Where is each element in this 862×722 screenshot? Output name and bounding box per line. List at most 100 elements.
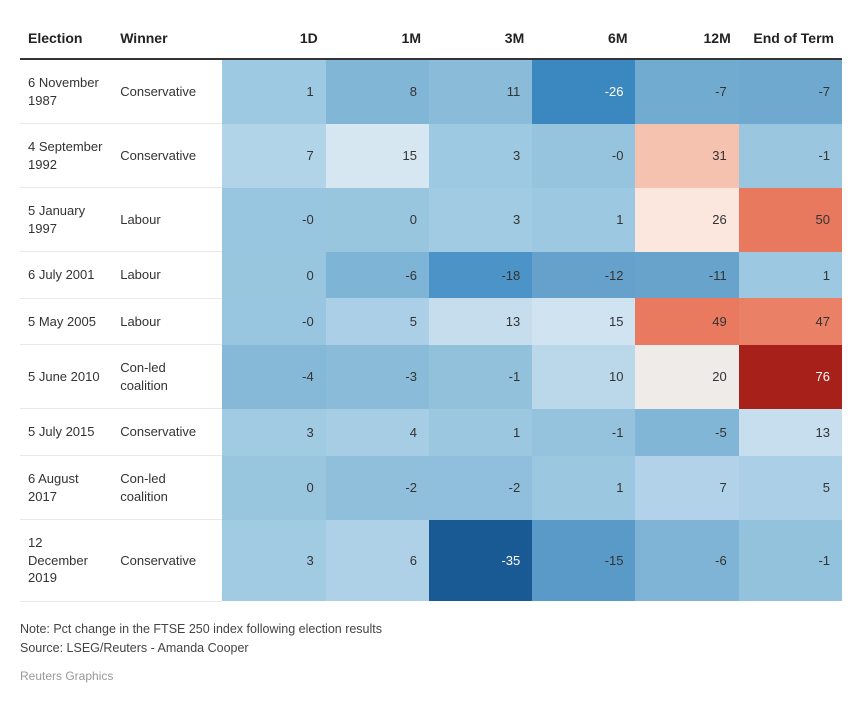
winner-label: Conservative <box>112 409 222 456</box>
election-label: 6 November 1987 <box>20 59 112 124</box>
cell-value: -2 <box>429 466 532 509</box>
cell-value: -3 <box>326 355 429 398</box>
heatmap-cell: -3 <box>326 345 429 409</box>
cell-value: -6 <box>326 254 429 297</box>
heatmap-cell: -11 <box>635 252 738 299</box>
cell-value: -1 <box>532 411 635 454</box>
heatmap-cell: 15 <box>532 298 635 345</box>
heatmap-cell: 13 <box>739 409 842 456</box>
cell-value: -15 <box>532 539 635 582</box>
cell-value: 26 <box>635 198 738 241</box>
winner-label: Con-led coalition <box>112 345 222 409</box>
cell-value: 31 <box>635 134 738 177</box>
heatmap-cell: 7 <box>222 124 325 188</box>
table-header: ElectionWinner1D1M3M6M12MEnd of Term <box>20 20 842 59</box>
cell-value: -35 <box>429 539 532 582</box>
cell-value: -26 <box>532 70 635 113</box>
cell-value: 1 <box>222 70 325 113</box>
table-row: 5 January 1997Labour-00312650 <box>20 188 842 252</box>
heatmap-cell: 11 <box>429 59 532 124</box>
cell-value: -7 <box>739 70 842 113</box>
cell-value: 5 <box>739 466 842 509</box>
cell-value: -7 <box>635 70 738 113</box>
table-row: 6 July 2001Labour0-6-18-12-111 <box>20 252 842 299</box>
cell-value: 10 <box>532 355 635 398</box>
table-row: 4 September 1992Conservative7153-031-1 <box>20 124 842 188</box>
credit-line: Reuters Graphics <box>20 669 842 683</box>
heatmap-cell: 47 <box>739 298 842 345</box>
heatmap-cell: -1 <box>532 409 635 456</box>
cell-value: 6 <box>326 539 429 582</box>
column-header: Election <box>20 20 112 59</box>
cell-value: 0 <box>222 466 325 509</box>
heatmap-cell: 10 <box>532 345 635 409</box>
winner-label: Labour <box>112 188 222 252</box>
cell-value: 49 <box>635 300 738 343</box>
heatmap-table: ElectionWinner1D1M3M6M12MEnd of Term 6 N… <box>20 20 842 602</box>
cell-value: 5 <box>326 300 429 343</box>
cell-value: 47 <box>739 300 842 343</box>
cell-value: 4 <box>326 411 429 454</box>
election-label: 5 July 2015 <box>20 409 112 456</box>
cell-value: -12 <box>532 254 635 297</box>
cell-value: 1 <box>739 254 842 297</box>
cell-value: -1 <box>429 355 532 398</box>
heatmap-cell: 3 <box>222 520 325 602</box>
heatmap-cell: 8 <box>326 59 429 124</box>
cell-value: 50 <box>739 198 842 241</box>
table-row: 6 November 1987Conservative1811-26-7-7 <box>20 59 842 124</box>
heatmap-cell: 0 <box>326 188 429 252</box>
cell-value: -18 <box>429 254 532 297</box>
heatmap-cell: 4 <box>326 409 429 456</box>
cell-value: 3 <box>429 134 532 177</box>
heatmap-cell: 15 <box>326 124 429 188</box>
heatmap-cell: -15 <box>532 520 635 602</box>
footnotes: Note: Pct change in the FTSE 250 index f… <box>20 620 842 659</box>
cell-value: -1 <box>739 134 842 177</box>
cell-value: 8 <box>326 70 429 113</box>
footnote-note: Note: Pct change in the FTSE 250 index f… <box>20 620 842 639</box>
heatmap-cell: 1 <box>532 188 635 252</box>
heatmap-cell: -7 <box>739 59 842 124</box>
table-row: 6 August 2017Con-led coalition0-2-2175 <box>20 456 842 520</box>
column-header: 3M <box>429 20 532 59</box>
heatmap-cell: 1 <box>532 456 635 520</box>
heatmap-cell: 76 <box>739 345 842 409</box>
table-row: 5 May 2005Labour-0513154947 <box>20 298 842 345</box>
cell-value: 11 <box>429 70 532 113</box>
cell-value: 3 <box>429 198 532 241</box>
heatmap-cell: -12 <box>532 252 635 299</box>
cell-value: 20 <box>635 355 738 398</box>
election-label: 6 August 2017 <box>20 456 112 520</box>
cell-value: -6 <box>635 539 738 582</box>
cell-value: 3 <box>222 539 325 582</box>
winner-label: Con-led coalition <box>112 456 222 520</box>
cell-value: -11 <box>635 254 738 297</box>
cell-value: 0 <box>326 198 429 241</box>
heatmap-cell: 3 <box>429 124 532 188</box>
column-header: End of Term <box>739 20 842 59</box>
cell-value: 15 <box>532 300 635 343</box>
heatmap-cell: -0 <box>532 124 635 188</box>
column-header: 1M <box>326 20 429 59</box>
heatmap-cell: -6 <box>635 520 738 602</box>
cell-value: 1 <box>532 198 635 241</box>
heatmap-cell: 3 <box>429 188 532 252</box>
heatmap-cell: 1 <box>222 59 325 124</box>
heatmap-cell: 3 <box>222 409 325 456</box>
heatmap-cell: 0 <box>222 456 325 520</box>
heatmap-cell: -0 <box>222 298 325 345</box>
cell-value: 13 <box>429 300 532 343</box>
cell-value: -0 <box>222 198 325 241</box>
column-header: 1D <box>222 20 325 59</box>
table-row: 5 July 2015Conservative341-1-513 <box>20 409 842 456</box>
election-label: 5 January 1997 <box>20 188 112 252</box>
heatmap-cell: 5 <box>326 298 429 345</box>
election-label: 4 September 1992 <box>20 124 112 188</box>
heatmap-cell: 0 <box>222 252 325 299</box>
cell-value: -1 <box>739 539 842 582</box>
cell-value: 76 <box>739 355 842 398</box>
cell-value: 7 <box>635 466 738 509</box>
heatmap-cell: -2 <box>429 456 532 520</box>
table-body: 6 November 1987Conservative1811-26-7-74 … <box>20 59 842 601</box>
